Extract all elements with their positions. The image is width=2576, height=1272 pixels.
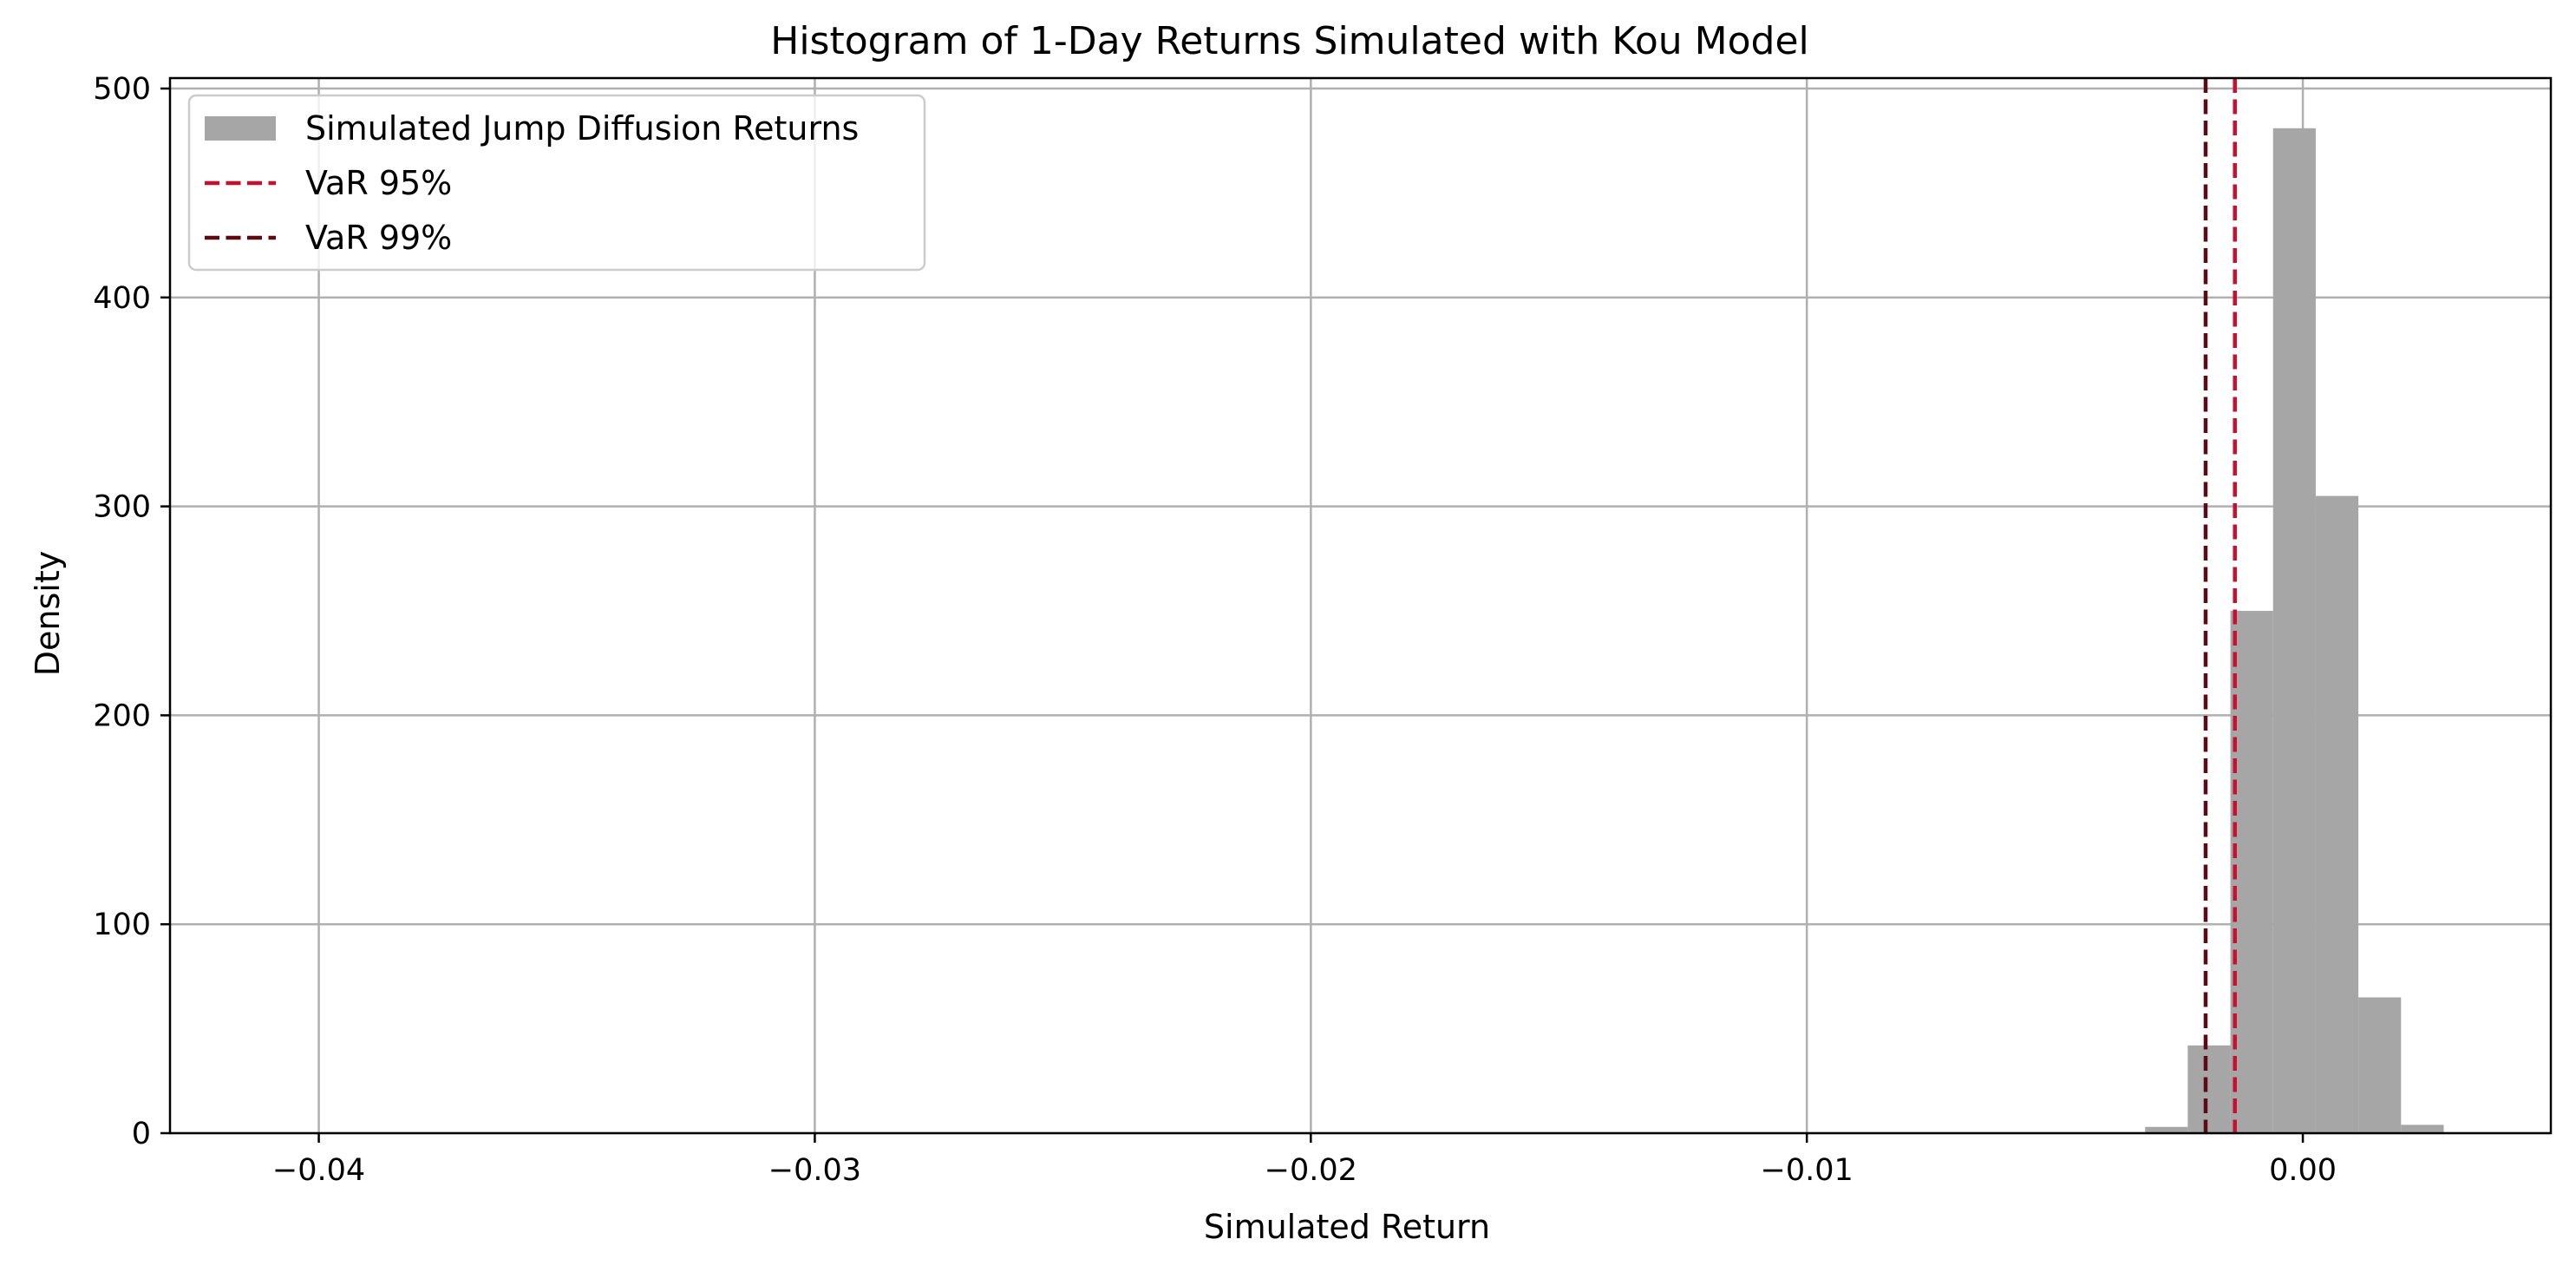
histogram-bar: [2272, 128, 2316, 1134]
x-tick-label: −0.03: [768, 1153, 861, 1188]
legend-swatch: [205, 116, 276, 141]
y-tick-label: 200: [93, 698, 151, 733]
axis-ticks: −0.04 −0.03 −0.02 −0.01 0.00 0 100 200 300 400 500: [93, 72, 2337, 1188]
x-tick-label: 0.00: [2269, 1153, 2337, 1188]
grid-lines: [170, 78, 2551, 1135]
chart-title: Histogram of 1-Day Returns Simulated wit…: [770, 19, 1809, 63]
legend-label: VaR 99%: [305, 219, 452, 257]
x-tick-label: −0.04: [272, 1153, 365, 1188]
var-lines: [2203, 78, 2237, 1133]
histogram-bars: [2145, 128, 2444, 1134]
x-tick-label: −0.01: [1761, 1153, 1854, 1188]
y-tick-label: 0: [132, 1117, 151, 1151]
legend: Simulated Jump Diffusion Returns VaR 95% V…: [187, 94, 926, 272]
legend-label: Simulated Jump Diffusion Returns: [305, 109, 859, 148]
histogram-bar: [2401, 1124, 2444, 1133]
histogram-bar: [2315, 495, 2359, 1133]
y-tick-label: 500: [93, 72, 151, 107]
y-tick-label: 400: [93, 281, 151, 316]
legend-label: VaR 95%: [305, 164, 452, 202]
y-axis-label: Density: [29, 551, 67, 676]
x-tick-label: −0.02: [1265, 1153, 1357, 1188]
x-axis-label: Simulated Return: [1204, 1208, 1490, 1246]
histogram-bar: [2145, 1126, 2188, 1133]
histogram-bar: [2358, 997, 2402, 1133]
plot-frame: [168, 76, 2553, 1135]
y-tick-label: 100: [93, 908, 151, 942]
legend-box: [187, 94, 926, 272]
histogram-bar: [2230, 611, 2273, 1133]
histogram-bar: [2187, 1045, 2231, 1133]
y-tick-label: 300: [93, 490, 151, 525]
